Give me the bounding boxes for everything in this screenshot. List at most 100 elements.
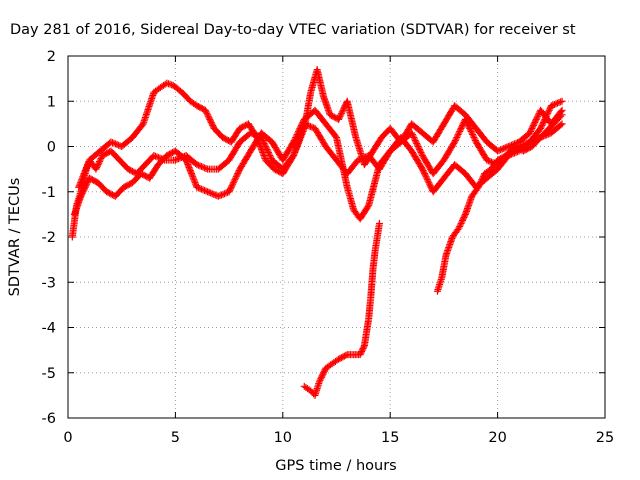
data-point-fill bbox=[421, 170, 429, 178]
data-point-fill bbox=[318, 372, 326, 380]
data-point-fill bbox=[97, 155, 105, 163]
data-point-fill bbox=[459, 215, 467, 223]
data-point-fill bbox=[151, 152, 159, 160]
data-point-fill bbox=[112, 140, 120, 148]
data-point-fill bbox=[475, 182, 483, 190]
data-point bbox=[225, 188, 233, 196]
x-tick-label: 0 bbox=[63, 430, 72, 446]
series-3 bbox=[75, 66, 566, 191]
data-point-fill bbox=[549, 101, 557, 109]
data-point bbox=[356, 351, 364, 359]
data-point-fill bbox=[204, 112, 212, 120]
data-point-fill bbox=[231, 176, 239, 184]
data-point-fill bbox=[416, 147, 424, 155]
data-point-fill bbox=[203, 109, 211, 117]
data-point-fill bbox=[199, 186, 207, 194]
data-point-fill bbox=[358, 348, 366, 356]
data-point-fill bbox=[479, 173, 487, 181]
data-point-fill bbox=[461, 212, 469, 220]
x-tick-label: 10 bbox=[274, 430, 292, 446]
data-point-fill bbox=[424, 177, 432, 185]
data-point-fill bbox=[412, 138, 420, 146]
data-point-fill bbox=[194, 161, 202, 169]
data-point-fill bbox=[308, 123, 316, 131]
x-axis-label: GPS time / hours bbox=[275, 458, 396, 474]
data-point-fill bbox=[503, 143, 511, 151]
y-tick-label: -1 bbox=[42, 185, 56, 201]
data-point-fill bbox=[553, 99, 561, 107]
data-point-fill bbox=[113, 141, 121, 149]
data-point-fill bbox=[79, 188, 87, 196]
data-point-fill bbox=[265, 150, 273, 158]
data-point-fill bbox=[411, 136, 419, 144]
data-point-fill bbox=[456, 221, 464, 229]
data-point-fill bbox=[408, 130, 416, 138]
data-point-fill bbox=[527, 126, 535, 134]
data-point-fill bbox=[476, 180, 484, 188]
data-point-fill bbox=[96, 158, 104, 166]
y-tick-label: 2 bbox=[47, 49, 56, 65]
data-point-fill bbox=[501, 144, 509, 152]
data-point-fill bbox=[533, 114, 541, 122]
data-point-fill bbox=[197, 163, 205, 171]
data-point-fill bbox=[470, 133, 478, 141]
data-point-fill bbox=[216, 192, 224, 200]
data-point bbox=[494, 147, 502, 155]
series-5 bbox=[433, 111, 566, 295]
data-point-fill bbox=[545, 106, 553, 114]
data-point-fill bbox=[532, 117, 540, 125]
data-point-fill bbox=[94, 161, 102, 169]
data-point-fill bbox=[539, 118, 547, 126]
data-point-fill bbox=[317, 375, 325, 383]
data-point-fill bbox=[358, 346, 366, 354]
data-point-fill bbox=[453, 133, 461, 141]
data-point-fill bbox=[495, 146, 503, 154]
data-point-fill bbox=[550, 100, 558, 108]
data-point-fill bbox=[335, 114, 343, 122]
y-tick-label: 0 bbox=[47, 140, 56, 156]
data-point bbox=[558, 97, 566, 105]
data-point-fill bbox=[460, 213, 468, 221]
data-point-fill bbox=[527, 127, 535, 135]
data-point bbox=[335, 115, 343, 123]
data-point-fill bbox=[359, 345, 367, 353]
y-tick-label: 1 bbox=[47, 94, 56, 110]
data-point-fill bbox=[316, 376, 324, 384]
data-point-fill bbox=[83, 179, 91, 187]
y-tick-label: -4 bbox=[42, 321, 56, 337]
data-point-fill bbox=[95, 159, 103, 167]
data-point-fill bbox=[342, 351, 350, 359]
data-point-fill bbox=[456, 222, 464, 230]
data-point-fill bbox=[80, 185, 88, 193]
data-point-fill bbox=[360, 343, 368, 351]
data-point-fill bbox=[413, 139, 421, 147]
data-point-fill bbox=[466, 126, 474, 134]
data-point-fill bbox=[457, 124, 465, 132]
data-point-fill bbox=[194, 184, 202, 192]
chart-title: Day 281 of 2016, Sidereal Day-to-day VTE… bbox=[10, 22, 576, 38]
data-point bbox=[504, 143, 512, 150]
data-point-fill bbox=[96, 156, 104, 164]
data-point-fill bbox=[500, 144, 508, 152]
data-point-fill bbox=[196, 162, 204, 170]
series-4 bbox=[300, 219, 383, 399]
data-point-fill bbox=[532, 115, 540, 123]
data-point-fill bbox=[80, 186, 88, 194]
data-point-fill bbox=[544, 108, 552, 116]
data-point-fill bbox=[234, 170, 242, 178]
data-point-fill bbox=[205, 188, 213, 196]
data-point-fill bbox=[233, 171, 241, 179]
data-point-fill bbox=[93, 164, 101, 172]
data-point-fill bbox=[217, 191, 225, 199]
data-point-fill bbox=[338, 109, 346, 117]
data-point-fill bbox=[426, 180, 434, 188]
data-point-fill bbox=[530, 120, 538, 128]
data-point-fill bbox=[531, 118, 539, 126]
data-point-fill bbox=[93, 162, 101, 170]
x-tick-label: 5 bbox=[171, 430, 180, 446]
data-point-fill bbox=[83, 180, 91, 188]
data-point bbox=[193, 161, 201, 169]
data-point-fill bbox=[82, 182, 90, 190]
data-point bbox=[558, 111, 566, 119]
